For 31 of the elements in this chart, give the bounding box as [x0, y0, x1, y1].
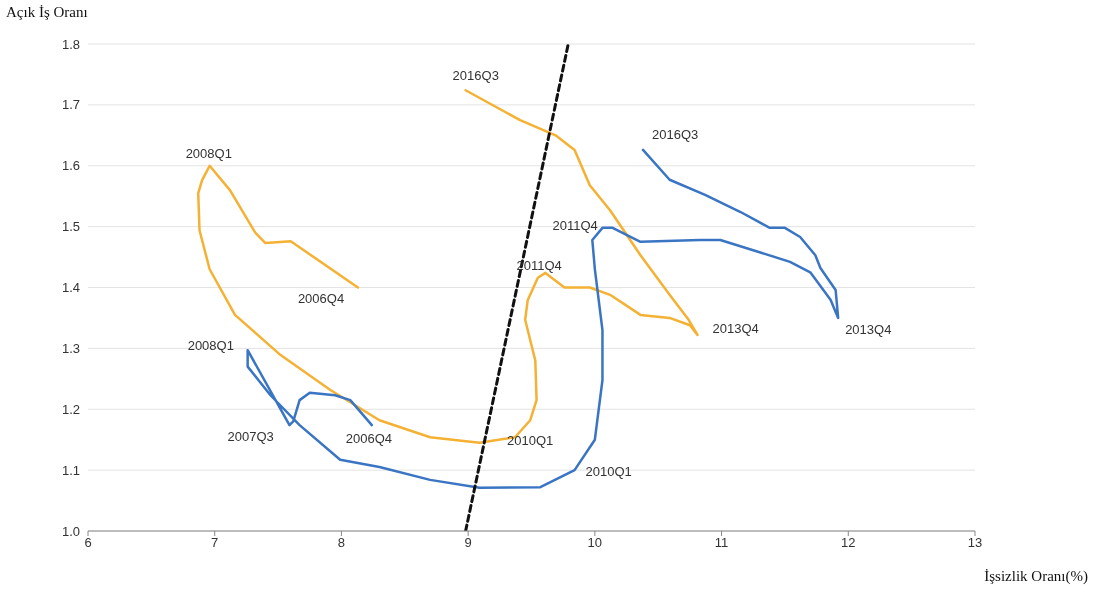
- annotation: 2010Q1: [507, 433, 554, 449]
- annotation: 2016Q3: [652, 126, 699, 142]
- x-axis-title: İşsizlik Oranı(%): [984, 568, 1088, 585]
- y-tick-label: 1.7: [61, 97, 80, 113]
- annotation: 2008Q1: [185, 145, 232, 161]
- y-tick-label: 1.4: [61, 280, 80, 296]
- annotation: 2013Q4: [845, 321, 892, 337]
- annotation: 2008Q1: [187, 338, 234, 354]
- y-tick-label: 1.8: [61, 36, 80, 52]
- y-tick-label: 1.5: [61, 219, 80, 235]
- annotation: 2007Q3: [227, 429, 274, 445]
- x-tick-label: 6: [84, 535, 92, 551]
- annotation: 2010Q1: [585, 464, 632, 480]
- y-tick-label: 1.0: [61, 523, 80, 539]
- annotation: 2013Q4: [712, 320, 759, 336]
- annotation: 2006Q4: [345, 431, 393, 447]
- x-tick-label: 9: [464, 535, 472, 551]
- annotation: 2011Q4: [552, 217, 598, 233]
- annotation: 2006Q4: [297, 290, 345, 306]
- x-tick-label: 11: [714, 535, 729, 551]
- y-axis-title: Açık İş Oranı: [6, 4, 88, 21]
- annotation: 2016Q3: [452, 68, 499, 84]
- x-tick-label: 8: [337, 535, 346, 551]
- y-tick-label: 1.3: [61, 340, 80, 356]
- x-tick-label: 13: [967, 535, 983, 551]
- x-tick-label: 12: [841, 535, 856, 551]
- x-tick-label: 7: [211, 535, 219, 551]
- y-tick-label: 1.2: [61, 401, 80, 417]
- y-tick-label: 1.6: [61, 158, 80, 174]
- y-tick-label: 1.1: [61, 462, 80, 478]
- x-tick-label: 10: [587, 535, 603, 551]
